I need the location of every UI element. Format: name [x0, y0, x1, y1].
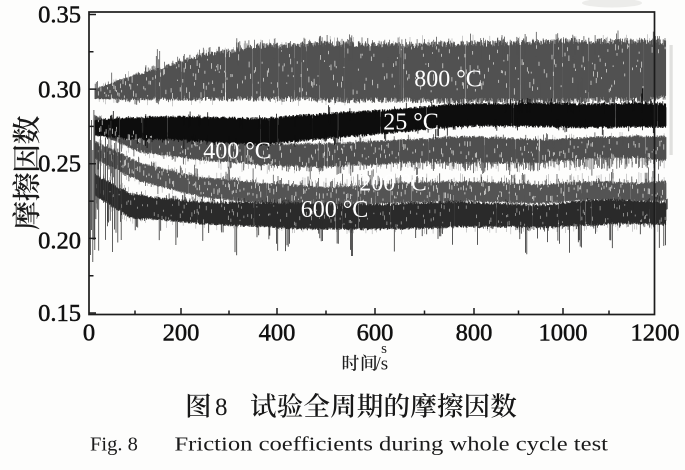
svg-text:Friction coefficients during w: Friction coefficients during whole cycle…: [175, 434, 609, 456]
svg-text:0.30: 0.30: [38, 76, 81, 103]
svg-text:0.15: 0.15: [38, 300, 81, 327]
svg-text:0.35: 0.35: [38, 2, 81, 29]
svg-text:0.20: 0.20: [38, 228, 81, 255]
svg-text:/s: /s: [376, 354, 389, 375]
svg-text:200 °C: 200 °C: [359, 171, 427, 197]
svg-text:400: 400: [259, 320, 296, 347]
svg-text:25 °C: 25 °C: [383, 110, 439, 136]
svg-text:s: s: [381, 341, 387, 357]
svg-text:8: 8: [215, 394, 228, 421]
svg-text:200: 200: [163, 320, 200, 347]
svg-text:800: 800: [456, 320, 493, 347]
svg-text:600: 600: [357, 320, 394, 347]
svg-text:1200: 1200: [631, 320, 680, 347]
svg-text:400 °C: 400 °C: [203, 139, 271, 165]
svg-text:800 °C: 800 °C: [414, 67, 482, 93]
svg-text:0.25: 0.25: [38, 151, 81, 178]
svg-text:600 °C: 600 °C: [301, 197, 369, 223]
svg-text:0: 0: [83, 320, 95, 347]
svg-text:1000: 1000: [539, 320, 588, 347]
svg-text:Fig. 8: Fig. 8: [90, 434, 138, 456]
